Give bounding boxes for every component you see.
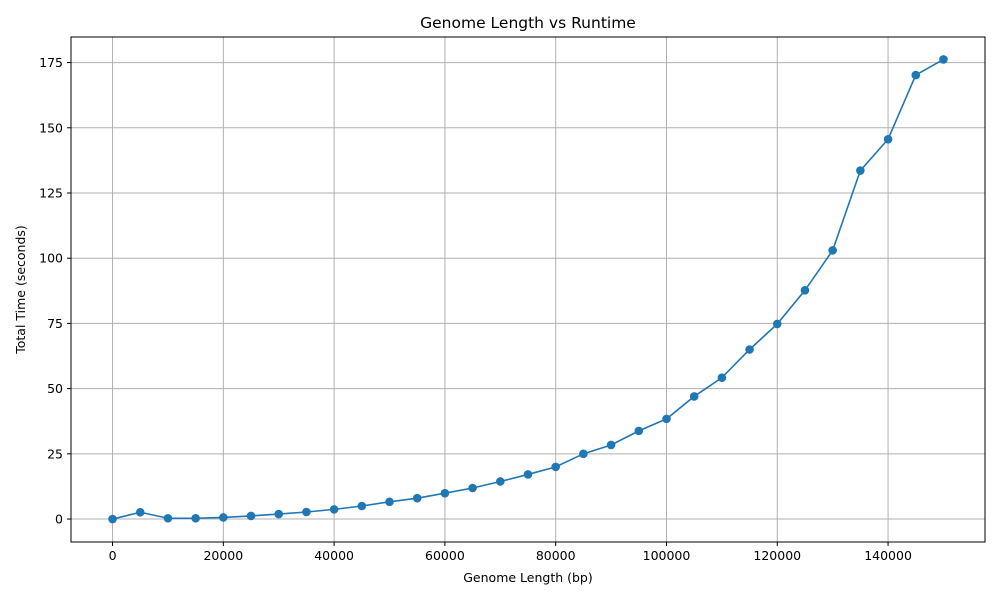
x-tick-label: 20000 xyxy=(203,548,243,563)
data-point xyxy=(939,55,948,64)
data-point xyxy=(496,477,505,486)
data-point xyxy=(219,513,228,522)
data-point xyxy=(246,511,256,521)
data-point xyxy=(772,319,782,329)
x-axis-label: Genome Length (bp) xyxy=(463,570,593,585)
data-point xyxy=(191,513,200,523)
x-tick-label: 80000 xyxy=(536,548,576,563)
data-point xyxy=(662,414,671,424)
y-tick-label: 50 xyxy=(47,381,63,396)
data-point xyxy=(689,392,699,401)
x-tick-label: 140000 xyxy=(864,548,912,563)
data-point xyxy=(606,440,616,450)
series-line xyxy=(112,58,944,520)
data-point xyxy=(135,507,145,517)
y-axis-label: Total Time (seconds) xyxy=(13,225,28,355)
data-point xyxy=(828,246,837,255)
x-tick-label: 60000 xyxy=(425,548,465,563)
y-tick-label: 175 xyxy=(39,55,63,70)
data-point xyxy=(911,70,921,80)
chart-title: Genome Length vs Runtime xyxy=(420,14,636,32)
data-point xyxy=(717,373,727,382)
y-tick-label: 75 xyxy=(47,316,63,331)
data-point xyxy=(385,497,394,507)
data-point xyxy=(440,488,450,498)
data-point xyxy=(745,345,754,354)
plot-frame xyxy=(70,36,986,543)
series-layer xyxy=(108,55,948,524)
y-tick-label: 25 xyxy=(47,446,63,461)
data-point xyxy=(357,501,367,511)
y-tick-label: 150 xyxy=(39,120,63,135)
data-point xyxy=(523,470,533,479)
y-tick-label: 100 xyxy=(39,251,63,266)
data-point xyxy=(108,514,117,524)
data-point xyxy=(579,449,588,459)
data-point xyxy=(329,505,339,514)
data-point xyxy=(856,166,865,175)
x-tick-label: 120000 xyxy=(753,548,801,563)
data-point xyxy=(412,493,422,503)
data-point xyxy=(468,483,477,493)
x-tick-label: 40000 xyxy=(314,548,354,563)
x-tick-label: 0 xyxy=(109,548,117,563)
data-point xyxy=(883,134,893,144)
grid xyxy=(71,37,985,542)
ticks: 0 20000 40000 60000 80000 100000 120000 140000 0… xyxy=(39,55,912,563)
data-point xyxy=(800,285,810,295)
data-point xyxy=(302,507,311,517)
y-tick-label: 125 xyxy=(39,185,63,200)
data-point xyxy=(634,426,644,436)
y-tick-label: 0 xyxy=(55,512,63,527)
x-tick-label: 100000 xyxy=(643,548,691,563)
data-point xyxy=(274,509,284,519)
data-point xyxy=(551,462,560,472)
data-point xyxy=(163,513,173,523)
